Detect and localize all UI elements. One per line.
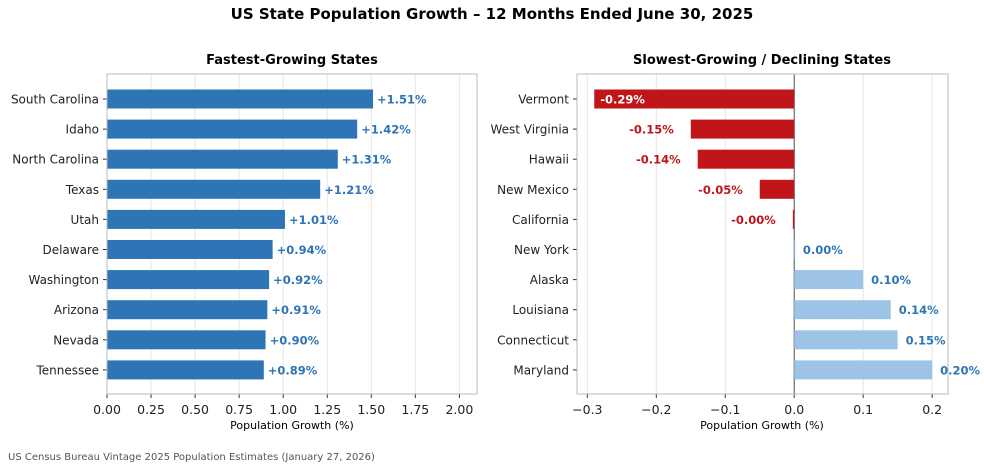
left-category-label: Texas <box>65 183 99 197</box>
left-data-label: +0.94% <box>277 243 327 257</box>
right-chart-title: Slowest-Growing / Declining States <box>633 53 891 68</box>
right-category-label: Connecticut <box>497 333 569 347</box>
right-data-label: -0.00% <box>731 213 776 227</box>
left-category-label: Tennessee <box>35 363 99 377</box>
right-bar <box>794 360 933 380</box>
right-data-label: 0.00% <box>803 243 843 257</box>
right-x-tick-label: 0.1 <box>853 402 873 417</box>
left-category-label: Delaware <box>42 243 99 257</box>
left-bar <box>107 300 268 320</box>
left-data-label: +0.90% <box>270 333 320 347</box>
right-x-axis-label: Population Growth (%) <box>700 419 824 432</box>
left-category-label: South Carolina <box>11 93 99 107</box>
left-data-label: +1.01% <box>289 213 339 227</box>
right-bar <box>794 300 891 320</box>
right-axes-frame <box>576 73 949 395</box>
left-bar <box>107 240 273 259</box>
left-x-tick-label: 1.25 <box>313 402 341 417</box>
left-bar <box>107 119 358 139</box>
right-bar <box>690 119 795 139</box>
left-x-tick-label: 1.50 <box>357 402 385 417</box>
left-bar <box>107 330 266 350</box>
left-x-tick-label: 1.75 <box>401 402 429 417</box>
right-data-label: -0.05% <box>698 183 743 197</box>
right-category-label: New Mexico <box>497 183 569 197</box>
left-data-label: +0.92% <box>273 273 323 287</box>
right-bar <box>794 240 796 259</box>
right-category-label: California <box>512 213 569 227</box>
left-data-label: +0.89% <box>268 363 318 377</box>
left-axes-frame <box>106 73 478 395</box>
left-chart: 0.00 0.25 0.50 0.75 1.00 1.25 1.50 1.75 2.00 Sout… <box>11 73 478 417</box>
right-data-label: -0.14% <box>636 153 681 167</box>
right-bar <box>697 149 795 169</box>
right-bar <box>794 270 864 290</box>
right-category-label: West Virginia <box>490 123 569 137</box>
left-data-label: +1.21% <box>324 183 374 197</box>
left-x-tick-label: 0.00 <box>93 402 121 417</box>
right-data-label: 0.15% <box>906 333 946 347</box>
right-category-label: Louisiana <box>512 303 569 317</box>
right-category-label: New York <box>514 243 569 257</box>
right-category-label: Maryland <box>513 363 569 377</box>
left-bar <box>107 89 374 109</box>
right-data-label: 0.10% <box>871 273 911 287</box>
right-x-tick-label: 0.0 <box>784 402 804 417</box>
right-data-label: 0.20% <box>940 363 980 377</box>
left-data-label: +1.31% <box>342 153 392 167</box>
right-data-label: -0.15% <box>629 123 674 137</box>
left-category-label: Nevada <box>53 333 99 347</box>
right-category-label: Vermont <box>518 93 569 107</box>
left-x-tick-label: 0.25 <box>137 402 165 417</box>
left-category-label: Washington <box>28 273 99 287</box>
left-category-label: North Carolina <box>12 153 99 167</box>
left-bar <box>107 209 285 229</box>
figure-title: US State Population Growth – 12 Months E… <box>231 5 754 23</box>
left-bar <box>107 360 264 380</box>
left-category-label: Arizona <box>54 303 99 317</box>
left-category-label: Idaho <box>66 123 99 137</box>
right-bar <box>792 209 795 229</box>
right-x-tick-label: −0.3 <box>572 402 602 417</box>
right-x-tick-label: −0.2 <box>641 402 671 417</box>
right-bar <box>594 89 795 109</box>
left-data-label: +0.91% <box>271 303 321 317</box>
left-bar <box>107 149 338 169</box>
right-x-tick-label: −0.1 <box>710 402 740 417</box>
right-category-label: Alaska <box>530 273 569 287</box>
right-data-label: 0.14% <box>899 303 939 317</box>
left-x-tick-label: 1.00 <box>269 402 297 417</box>
left-x-axis-label: Population Growth (%) <box>230 419 354 432</box>
footer-source: US Census Bureau Vintage 2025 Population… <box>8 452 375 463</box>
left-data-label: +1.42% <box>361 123 411 137</box>
right-x-tick-label: 0.2 <box>922 402 942 417</box>
right-bar <box>794 330 898 350</box>
right-bar <box>759 179 795 199</box>
left-bar <box>107 270 270 290</box>
right-data-label: -0.29% <box>600 93 645 107</box>
left-chart-title: Fastest-Growing States <box>206 53 378 68</box>
left-bar <box>107 179 321 199</box>
right-category-label: Hawaii <box>529 153 569 167</box>
left-data-label: +1.51% <box>377 93 427 107</box>
right-chart: −0.3 −0.2 −0.1 0.0 0.1 0.2 Vermont -0.29% West V… <box>490 73 981 417</box>
left-x-tick-label: 2.00 <box>445 402 473 417</box>
left-category-label: Utah <box>71 213 99 227</box>
left-x-tick-label: 0.50 <box>181 402 209 417</box>
left-x-tick-label: 0.75 <box>225 402 253 417</box>
